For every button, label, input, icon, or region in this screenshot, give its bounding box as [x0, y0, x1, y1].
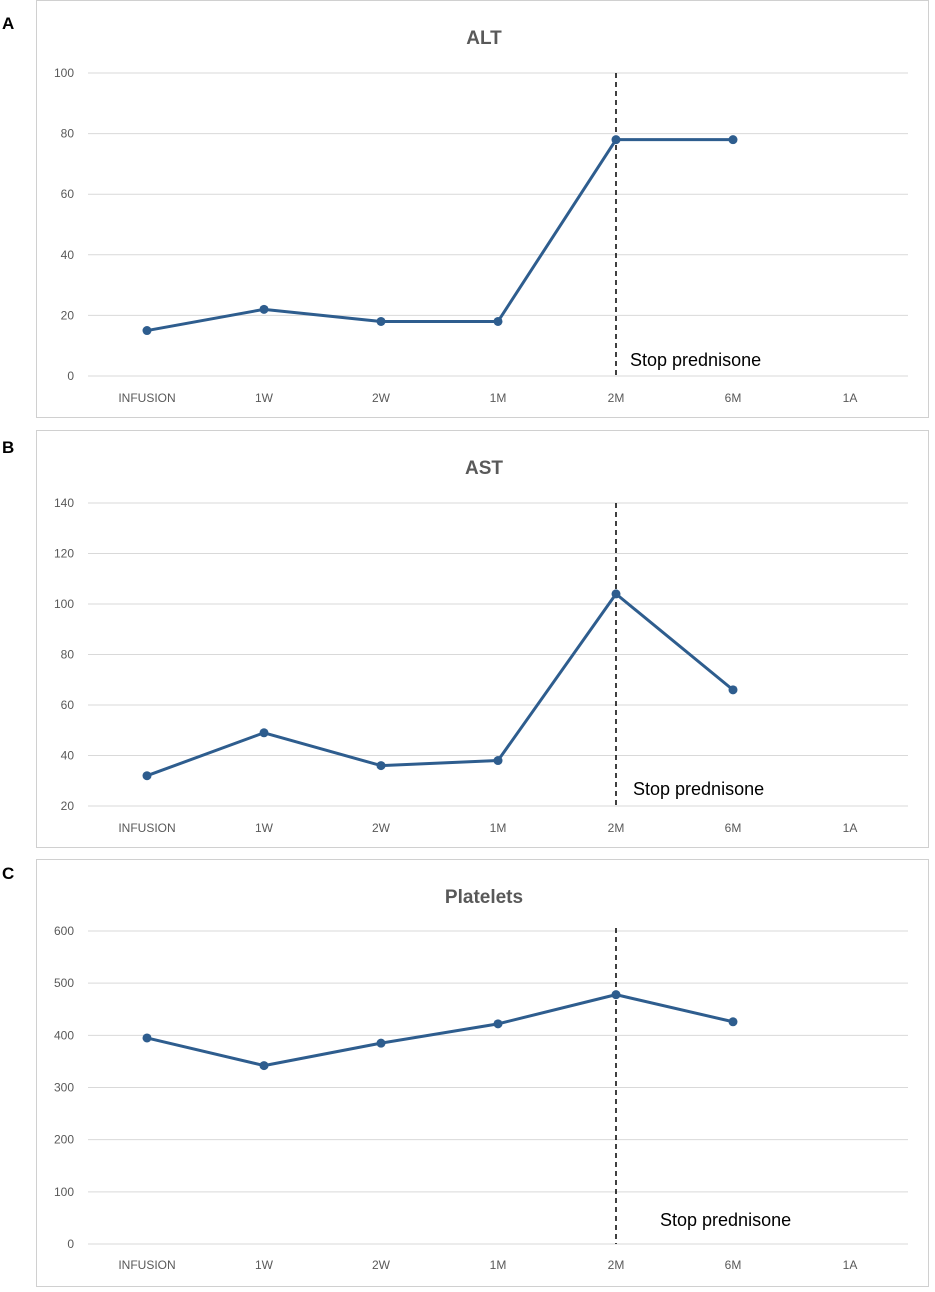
data-point-alt-1w — [259, 304, 269, 314]
x-tick-label-platelets-1w: 1W — [255, 1258, 274, 1272]
x-tick-label-platelets-1a: 1A — [843, 1258, 858, 1272]
x-tick-label-ast-1a: 1A — [843, 821, 858, 835]
y-tick-label-alt-60: 60 — [61, 187, 75, 201]
y-tick-label-ast-80: 80 — [61, 648, 75, 662]
x-tick-label-alt-1w: 1W — [255, 391, 274, 405]
annotation-label-alt: Stop prednisone — [630, 350, 761, 370]
y-tick-label-platelets-0: 0 — [67, 1237, 74, 1251]
y-tick-label-ast-140: 140 — [54, 496, 74, 510]
x-tick-label-ast-1w: 1W — [255, 821, 274, 835]
y-tick-label-ast-60: 60 — [61, 698, 75, 712]
x-tick-label-alt-2w: 2W — [372, 391, 391, 405]
data-point-alt-1m — [493, 316, 503, 326]
data-point-ast-2w — [376, 761, 386, 771]
chart-box-ast — [36, 430, 929, 848]
data-point-platelets-2m — [611, 990, 621, 1000]
chart-title-ast: AST — [465, 458, 503, 479]
y-tick-label-alt-80: 80 — [61, 127, 75, 141]
y-tick-label-ast-40: 40 — [61, 749, 75, 763]
annotation-label-platelets: Stop prednisone — [660, 1210, 791, 1230]
x-tick-label-platelets-2m: 2M — [608, 1258, 625, 1272]
series-line-ast — [146, 592, 734, 778]
data-point-ast-infusion — [142, 771, 152, 781]
x-tick-label-alt-1a: 1A — [843, 391, 858, 405]
x-tick-label-alt-infusion: INFUSION — [118, 391, 175, 405]
data-point-ast-2m — [611, 589, 621, 599]
data-point-platelets-1w — [259, 1061, 269, 1071]
panel-letter-b: B — [2, 438, 15, 457]
panel-letter-c: C — [2, 864, 15, 883]
y-tick-label-alt-20: 20 — [61, 308, 75, 322]
x-tick-label-ast-1m: 1M — [490, 821, 507, 835]
series-line-platelets — [146, 993, 734, 1068]
chart-box-platelets — [36, 859, 929, 1287]
x-tick-label-ast-infusion: INFUSION — [118, 821, 175, 835]
data-point-ast-1w — [259, 728, 269, 738]
x-tick-label-ast-6m: 6M — [725, 821, 742, 835]
panel-letter-a: A — [2, 14, 15, 33]
series-line-alt — [146, 138, 733, 333]
data-point-alt-infusion — [142, 326, 152, 336]
data-point-ast-6m — [728, 685, 738, 695]
data-point-platelets-1m — [493, 1019, 503, 1029]
x-tick-label-alt-1m: 1M — [490, 391, 507, 405]
data-point-alt-6m — [728, 135, 738, 145]
data-point-ast-1m — [493, 756, 503, 766]
x-tick-label-platelets-2w: 2W — [372, 1258, 391, 1272]
x-tick-label-platelets-infusion: INFUSION — [118, 1258, 175, 1272]
y-tick-label-platelets-600: 600 — [54, 924, 74, 938]
data-point-platelets-2w — [376, 1038, 386, 1048]
x-tick-label-ast-2m: 2M — [608, 821, 625, 835]
y-tick-label-platelets-200: 200 — [54, 1133, 74, 1147]
x-tick-label-platelets-1m: 1M — [490, 1258, 507, 1272]
chart-title-platelets: Platelets — [445, 887, 523, 908]
x-tick-label-platelets-6m: 6M — [725, 1258, 742, 1272]
data-point-alt-2w — [376, 316, 386, 326]
x-tick-label-ast-2w: 2W — [372, 821, 391, 835]
y-tick-label-ast-20: 20 — [61, 799, 75, 813]
chart-title-alt: ALT — [466, 28, 502, 49]
y-tick-label-platelets-100: 100 — [54, 1185, 74, 1199]
y-tick-label-alt-40: 40 — [61, 248, 75, 262]
y-tick-label-ast-100: 100 — [54, 597, 74, 611]
x-tick-label-alt-6m: 6M — [725, 391, 742, 405]
y-tick-label-platelets-500: 500 — [54, 976, 74, 990]
y-tick-label-alt-100: 100 — [54, 66, 74, 80]
y-tick-label-ast-120: 120 — [54, 547, 74, 561]
data-point-platelets-6m — [728, 1017, 738, 1027]
x-tick-label-alt-2m: 2M — [608, 391, 625, 405]
data-point-platelets-infusion — [142, 1033, 152, 1043]
y-tick-label-platelets-300: 300 — [54, 1081, 74, 1095]
y-tick-label-platelets-400: 400 — [54, 1028, 74, 1042]
y-tick-label-alt-0: 0 — [67, 369, 74, 383]
data-point-alt-2m — [611, 135, 621, 145]
chart-box-alt — [36, 0, 929, 418]
annotation-label-ast: Stop prednisone — [633, 779, 764, 799]
